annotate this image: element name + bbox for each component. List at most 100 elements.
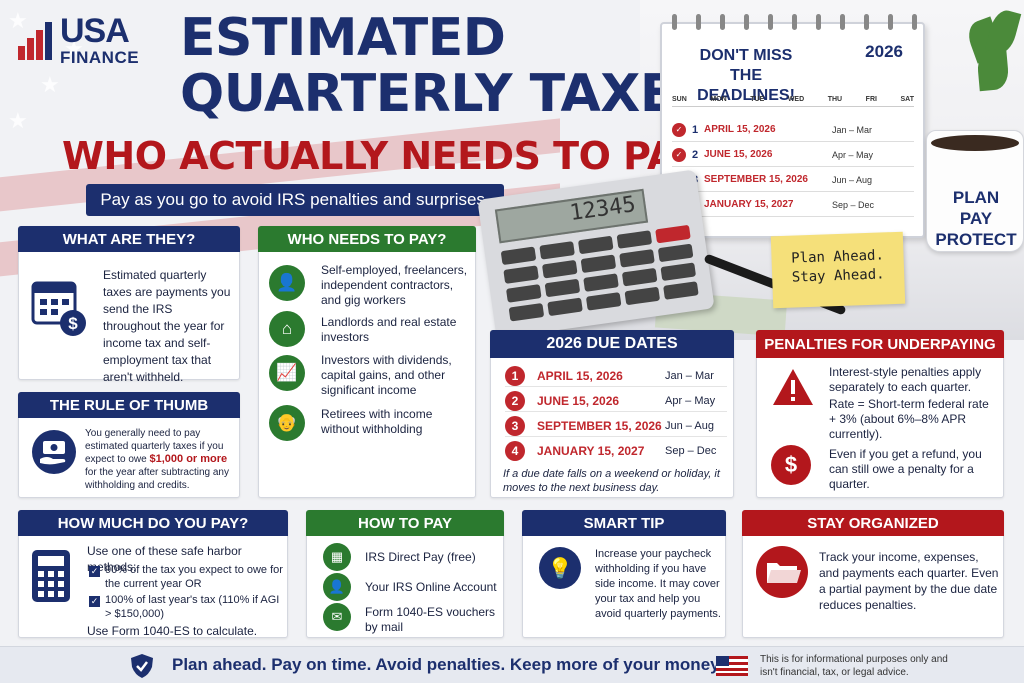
weekday-label: FRI [865,96,877,103]
card-heading: THE RULE OF THUMB [18,392,240,418]
due-date: JANUARY 15, 2027 [537,444,645,458]
list-item: ⌂ Landlords and real estate investors [269,309,479,353]
calendar-row: ✓ 1 APRIL 15, 2026 Jan – Mar [672,118,914,142]
calendar-row-date: JANUARY 15, 2027 [704,199,794,210]
calendar-row-date: SEPTEMBER 15, 2026 [704,174,808,185]
list-item-text: IRS Direct Pay (free) [365,550,476,564]
sticky-line: Stay Ahead. [791,266,885,286]
card-stay-organized: STAY ORGANIZED Track your income, expens… [742,510,1004,638]
list-item: 👤 Your IRS Online Account [323,573,497,601]
weekday-label: TUE [750,96,765,103]
calendar-row-range: Apr – May [832,149,874,160]
due-number: 3 [505,415,525,436]
list-item: ✉ Form 1040-ES vouchers by mail [323,603,495,634]
list-item: 👤 Self-employed, freelancers, independen… [269,263,479,307]
card-what-are-they: WHAT ARE THEY? $ Estimated quarterly tax… [18,226,240,384]
due-date-row: 4 JANUARY 15, 2027 Sep – Dec [505,440,727,462]
weekday-label: SUN [672,96,687,103]
rule-text-post: for the year after subtracting any withh… [85,467,229,491]
what-body: Estimated quarterly taxes are payments y… [103,268,231,384]
due-number: 2 [505,390,525,411]
subtitle-bar: Pay as you go to avoid IRS penalties and… [86,184,504,216]
calendar-row: ✓ 3 SEPTEMBER 15, 2026 Jun – Aug [672,168,914,192]
svg-text:$: $ [68,314,78,333]
due-date-row: 3 SEPTEMBER 15, 2026 Jun – Aug [505,415,727,437]
card-heading: STAY ORGANIZED [742,510,1004,536]
plant-decoration [960,0,1024,110]
penalty-p2: Rate = Short-term federal rate + 3% (abo… [829,397,989,441]
brand-sub: FINANCE [60,48,140,67]
list-item-text: Investors with dividends, capital gains,… [321,353,452,397]
calendar-rings [672,14,917,30]
flag-background: ★ ★ ★ ★ [0,0,560,300]
retiree-icon: 👴 [269,405,305,441]
weekday-label: WED [787,96,805,103]
card-heading: HOW TO PAY [306,510,504,536]
due-date-row: 1 APRIL 15, 2026 Jan – Mar [505,365,727,387]
list-item-text: Landlords and real estate investors [321,315,457,344]
mail-icon: ✉ [323,603,351,631]
due-range: Sep – Dec [665,445,717,457]
coffee-surface [931,135,1019,151]
due-range: Apr – May [665,394,716,407]
howmuch-b1: 90% of the tax you expect to owe for the… [105,564,283,590]
list-item-text: Form 1040-ES vouchers by mail [365,605,496,634]
bank-icon: ▦ [323,543,351,571]
due-date: APRIL 15, 2026 [537,368,623,383]
list-item-text: Self-employed, freelancers, independent … [321,263,468,307]
list-item-text: Retirees with income without withholding [321,407,433,436]
calendar-row-number: 2 [692,148,699,161]
deadline-calendar: DON'T MISS THE DEADLINES! 2026 SUN MON T… [660,14,925,238]
coffee-mug: PLAN PAY PROTECT [926,130,1024,252]
checkmark-icon: ✓ [672,147,686,162]
calendar-row-range: Jun – Aug [832,174,873,185]
calendar-row-date: JUNE 15, 2026 [704,149,773,160]
warning-icon [771,367,815,407]
list-item: 📈 Investors with dividends, capital gain… [269,353,479,397]
bar-chart-logo-icon [18,20,54,60]
person-icon: 👤 [269,265,305,301]
rule-text-pre: You generally need to pay estimated quar… [85,428,224,465]
mug-line: PLAN [952,188,1000,207]
folder-icon [755,545,809,599]
calendar-weekdays: SUN MON TUE WED THU FRI SAT [672,96,914,107]
card-smart-tip: SMART TIP 💡 Increase your paycheck withh… [522,510,726,638]
house-icon: ⌂ [269,311,305,347]
card-heading: HOW MUCH DO YOU PAY? [18,510,288,536]
footer-slogan: Plan ahead. Pay on time. Avoid penalties… [172,655,724,674]
calendar-row: ✓ 4 JANUARY 15, 2027 Sep – Dec [672,193,914,217]
card-penalties: PENALTIES FOR UNDERPAYING Interest-style… [756,330,1004,498]
due-number: 4 [505,441,525,461]
weekday-label: SAT [900,96,914,103]
mug-line: PROTECT [935,230,1017,249]
page-title-line2: QUARTERLY TAXES: [180,64,733,124]
calendar-heading: DON'T MISS THE DEADLINES! [697,47,795,104]
tip-body: Increase your paycheck withholding if yo… [595,548,721,620]
us-flag-icon [716,656,748,676]
penalty-p3: Even if you get a refund, you can still … [829,447,982,491]
sticky-note: Plan Ahead. Stay Ahead. [770,231,906,309]
calendar-row: ✓ 2 JUNE 15, 2026 Apr – May [672,143,914,167]
list-item-text: Your IRS Online Account [365,580,497,594]
card-heading: PENALTIES FOR UNDERPAYING [756,330,1004,358]
calendar-dollar-icon: $ [31,277,89,336]
card-due-dates: 2026 DUE DATES 1 APRIL 15, 2026 Jan – Ma… [490,330,734,498]
checkbox-icon: ✓ [89,596,100,607]
rule-amount: $1,000 or more [149,453,228,465]
sticky-line: Plan Ahead. [790,247,885,267]
footer-bar: Plan ahead. Pay on time. Avoid penalties… [0,646,1024,683]
due-note: If a due date falls on a weekend or holi… [503,468,720,494]
list-item: 👴 Retirees with income without withholdi… [269,403,479,447]
money-hand-icon [31,429,77,475]
howmuch-outro: Use Form 1040-ES to calculate. [87,624,258,638]
dollar-icon: $ [771,445,811,485]
due-date-row: 2 JUNE 15, 2026 Apr – May [505,390,727,412]
howmuch-b2: 100% of last year's tax (110% if AGI > $… [105,594,280,620]
calendar-row-date: APRIL 15, 2026 [704,124,776,135]
card-who-needs-to-pay: WHO NEEDS TO PAY? 👤 Self-employed, freel… [258,226,476,498]
lightbulb-icon: 💡 [539,547,581,589]
due-number: 1 [505,365,525,386]
page-title-line1: ESTIMATED [180,8,506,68]
card-how-much: HOW MUCH DO YOU PAY? Use one of these sa… [18,510,288,638]
calculator-icon [31,549,71,603]
